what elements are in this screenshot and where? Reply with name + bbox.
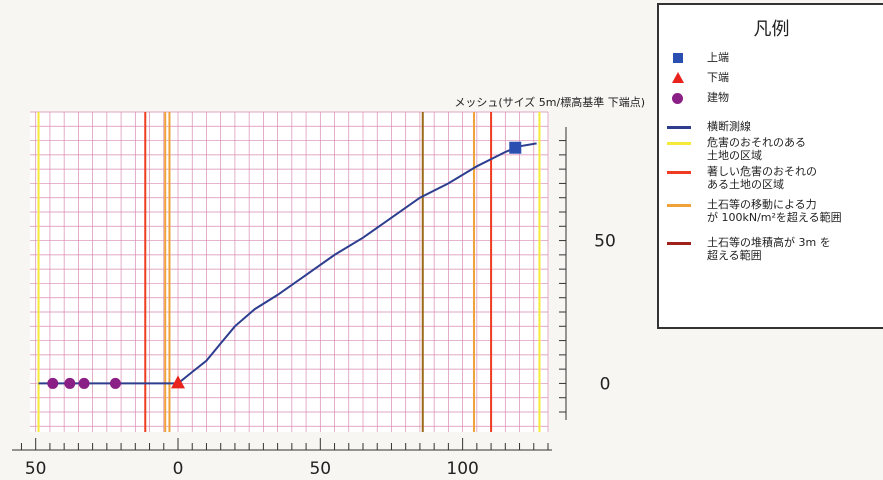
legend-line-icon: [667, 204, 691, 207]
x-tick-label: 100: [446, 459, 478, 479]
zone-boundary-lines: [37, 112, 541, 432]
chart-title: メッシュ(サイズ 5m/標高基準 下端点): [454, 95, 645, 109]
x-tick-label: 0: [173, 459, 184, 479]
bottom-edge-marker: [171, 375, 185, 389]
legend-label: 横断測線: [707, 120, 751, 133]
building-marker: [109, 377, 121, 389]
x-tick-label: 50: [25, 459, 47, 479]
marker-layer: [47, 141, 522, 389]
building-marker: [64, 377, 76, 389]
y-tick-label: 0: [600, 374, 611, 394]
legend-label: 著しい危害のおそれの ある土地の区域: [707, 165, 817, 191]
legend-line-icon: [667, 142, 691, 145]
legend-label: 建物: [707, 91, 729, 104]
axes: 50 0 50 100 0 50: [12, 127, 616, 479]
building-marker: [78, 377, 90, 389]
y-tick-label: 50: [594, 232, 616, 252]
legend-label: 下端: [707, 71, 729, 84]
legend-line-icon: [667, 242, 691, 245]
legend-circle-icon: [672, 93, 683, 104]
legend-line-icon: [667, 171, 691, 174]
legend-label: 上端: [707, 51, 729, 64]
legend-label: 土石等の堆積高が 3m を 超える範囲: [707, 236, 831, 262]
legend-square-icon: [673, 53, 683, 63]
legend-label: 土石等の移動による力 が 100kN/m²を超える範囲: [707, 198, 842, 224]
legend-label: 危害のおそれのある 土地の区域: [707, 136, 806, 162]
x-tick-label: 50: [309, 459, 331, 479]
building-marker: [47, 377, 59, 389]
legend-line-icon: [667, 126, 691, 129]
legend-triangle-icon: [672, 72, 684, 83]
legend: 凡例 上端下端建物横断測線危害のおそれのある 土地の区域 著しい危害のおそれの あ…: [657, 3, 883, 329]
legend-title: 凡例: [753, 19, 790, 40]
top-edge-marker: [509, 141, 522, 154]
